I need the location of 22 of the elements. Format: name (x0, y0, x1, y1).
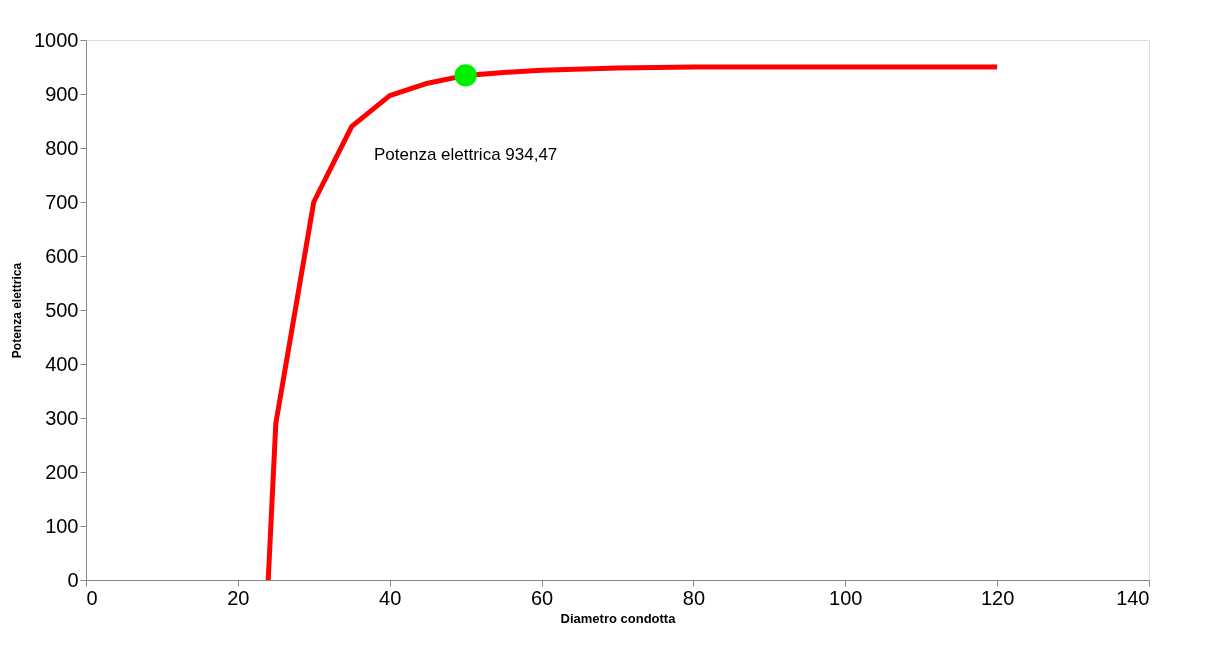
y-tick-label: 600 (45, 244, 79, 267)
y-tick-label: 800 (45, 136, 79, 159)
x-tick-label: 60 (530, 586, 554, 609)
y-tick-label: 0 (67, 568, 79, 591)
x-tick-label: 120 (980, 586, 1015, 609)
y-tick-label: 700 (45, 190, 79, 213)
y-axis-title: Potenza elettrica (10, 262, 25, 359)
y-tick-label: 500 (45, 298, 79, 321)
x-tick-label: 100 (829, 586, 863, 609)
x-axis-title: Diametro condotta (560, 610, 677, 626)
y-tick-label: 300 (45, 406, 79, 429)
annotation: Potenza elettrica 934,47 (373, 145, 558, 165)
x-tick-label: 80 (682, 586, 706, 609)
x-tick-label: 140 (1116, 586, 1150, 609)
x-tick-label: 40 (379, 586, 402, 609)
y-tick-label: 100 (45, 514, 79, 537)
y-tick-label: 200 (45, 460, 79, 483)
x-tick-label: 0 (86, 586, 98, 609)
y-tick-label: 400 (45, 352, 79, 375)
x-tick-label: 20 (227, 586, 250, 609)
y-tick-label: 1000 (34, 28, 79, 51)
y-tick-label: 900 (45, 82, 79, 105)
